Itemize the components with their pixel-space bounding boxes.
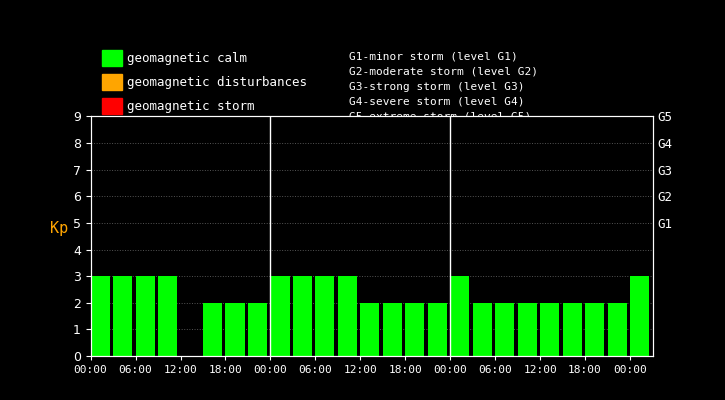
Bar xyxy=(248,303,267,356)
Bar xyxy=(473,303,492,356)
Bar xyxy=(383,303,402,356)
Bar xyxy=(360,303,379,356)
Bar xyxy=(315,276,334,356)
Text: G1-minor storm (level G1): G1-minor storm (level G1) xyxy=(349,52,518,62)
Bar xyxy=(630,276,649,356)
Text: G3-strong storm (level G3): G3-strong storm (level G3) xyxy=(349,82,525,92)
Bar xyxy=(450,276,469,356)
Bar xyxy=(405,303,424,356)
Bar xyxy=(540,303,559,356)
Bar xyxy=(270,276,289,356)
Text: G2-moderate storm (level G2): G2-moderate storm (level G2) xyxy=(349,66,538,76)
Bar xyxy=(495,303,514,356)
Y-axis label: Kp: Kp xyxy=(50,221,68,236)
FancyBboxPatch shape xyxy=(102,74,122,90)
Bar xyxy=(113,276,132,356)
Bar xyxy=(608,303,626,356)
Text: G4-severe storm (level G4): G4-severe storm (level G4) xyxy=(349,96,525,106)
Bar xyxy=(563,303,581,356)
Bar xyxy=(585,303,604,356)
Text: G5-extreme storm (level G5): G5-extreme storm (level G5) xyxy=(349,112,531,122)
Bar xyxy=(518,303,536,356)
FancyBboxPatch shape xyxy=(102,98,122,114)
Text: geomagnetic storm: geomagnetic storm xyxy=(127,100,254,113)
Bar xyxy=(293,276,312,356)
Bar xyxy=(136,276,154,356)
Bar xyxy=(203,303,222,356)
Bar xyxy=(225,303,244,356)
Text: geomagnetic disturbances: geomagnetic disturbances xyxy=(127,76,307,89)
Bar xyxy=(338,276,357,356)
Text: geomagnetic calm: geomagnetic calm xyxy=(127,52,247,65)
FancyBboxPatch shape xyxy=(102,50,122,66)
Bar xyxy=(428,303,447,356)
Bar xyxy=(91,276,109,356)
Bar xyxy=(158,276,177,356)
